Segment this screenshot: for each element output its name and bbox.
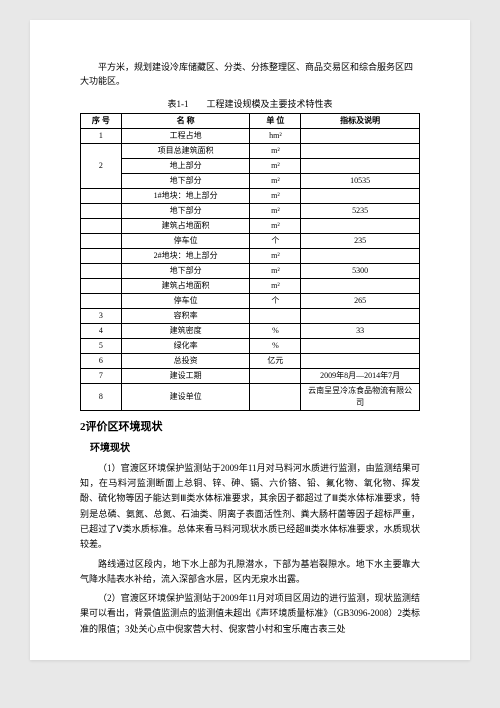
table-header-row: 序 号 名 称 单 位 指标及说明 <box>81 114 420 129</box>
table-row: 地下部分 m² 5300 <box>81 264 420 279</box>
table-row: 6 总投资 亿元 <box>81 354 420 369</box>
table-row: 7 建设工期 2009年8月—2014年7月 <box>81 369 420 384</box>
spec-table: 序 号 名 称 单 位 指标及说明 1 工程占地 hm² 2 项目总建筑面积 m… <box>80 113 420 411</box>
table-caption: 表1-1 工程建设规模及主要技术特性表 <box>80 97 420 111</box>
table-row: 5 绿化率 % <box>81 339 420 354</box>
table-row: 建筑占地面积 m² <box>81 219 420 234</box>
table-row: 地下部分 m² 10535 <box>81 174 420 189</box>
table-row: 8 建设单位 云南呈昱冷冻食品物流有限公司 <box>81 384 420 411</box>
paragraph-1: （1）官渡区环境保护监测站于2009年11月对马料河水质进行监测，由监测结果可知… <box>80 461 420 553</box>
th-unit: 单 位 <box>250 114 301 129</box>
th-no: 序 号 <box>81 114 122 129</box>
table-row: 停车位 个 265 <box>81 294 420 309</box>
paragraph-3: （2）官渡区环境保护监测站于2009年11月对项目区周边的进行监测，现状监测结果… <box>80 591 420 637</box>
table-row: 停车位 个 235 <box>81 234 420 249</box>
table-row: 1#地块：地上部分 m² <box>81 189 420 204</box>
table-row: 建筑占地面积 m² <box>81 279 420 294</box>
table-row: 地下部分 m² 5235 <box>81 204 420 219</box>
document-page: 平方米，规划建设冷库储藏区、分类、分拣整理区、商品交易区和综合服务区四大功能区。… <box>30 20 470 660</box>
table-row: 1 工程占地 hm² <box>81 129 420 144</box>
table-row: 2#地块：地上部分 m² <box>81 249 420 264</box>
sub-title: 环境现状 <box>80 441 420 457</box>
caption-left: 表1-1 <box>167 99 188 109</box>
paragraph-2: 路线通过区段内，地下水上部为孔隙潜水，下部为基岩裂隙水。地下水主要靠大气降水陆表… <box>80 557 420 588</box>
table-row: 地上部分 m² <box>81 159 420 174</box>
table-row: 2 项目总建筑面积 m² <box>81 144 420 159</box>
caption-right: 工程建设规模及主要技术特性表 <box>206 99 332 109</box>
intro-text: 平方米，规划建设冷库储藏区、分类、分拣整理区、商品交易区和综合服务区四大功能区。 <box>80 60 420 89</box>
table-row: 3 容积率 <box>81 309 420 324</box>
th-name: 名 称 <box>121 114 250 129</box>
section-title: 2评价区环境现状 <box>80 419 420 437</box>
table-row: 4 建筑密度 % 33 <box>81 324 420 339</box>
th-val: 指标及说明 <box>301 114 420 129</box>
